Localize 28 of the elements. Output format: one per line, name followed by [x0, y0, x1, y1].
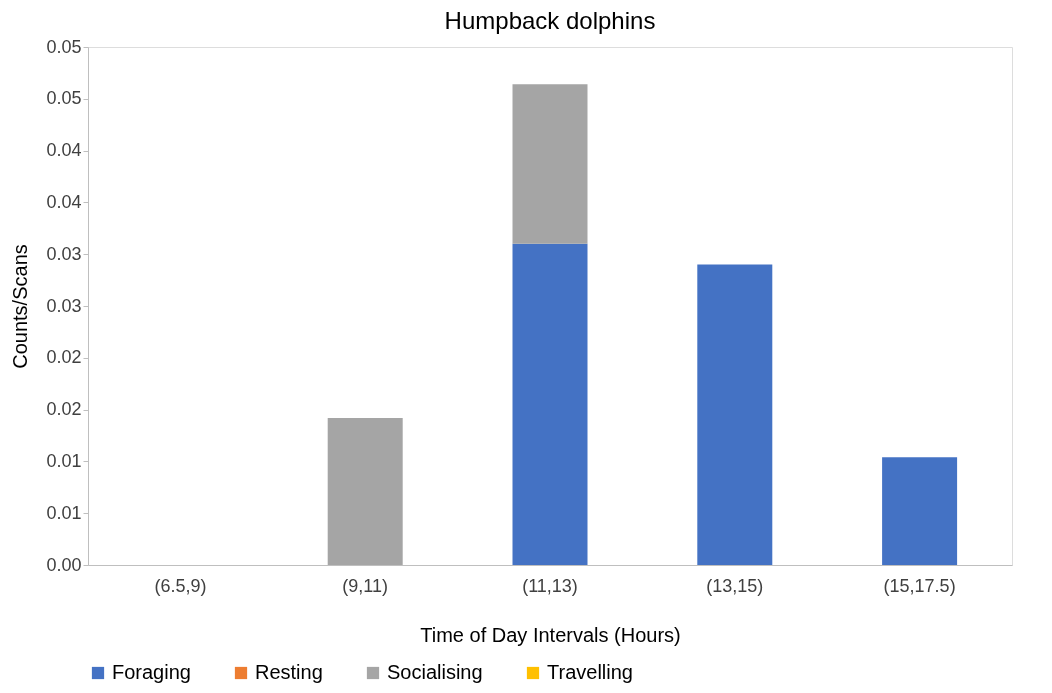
bar [697, 264, 773, 565]
y-tick-label: 0.05 [46, 36, 82, 57]
y-tick-label: 0.04 [46, 140, 82, 161]
y-tick-label: 0.03 [46, 243, 82, 264]
y-tick-label: 0.05 [46, 88, 82, 109]
y-tick-label: 0.02 [46, 399, 82, 420]
legend-label: Socialising [387, 661, 483, 683]
y-tick-label: 0.03 [46, 295, 82, 316]
x-tick-label: (15,17.5) [883, 575, 956, 596]
x-tick-label: (11,13) [522, 575, 578, 596]
x-axis-title: Time of Day Intervals (Hours) [420, 623, 681, 646]
bar [512, 243, 588, 565]
x-tick-label: (6.5,9) [154, 575, 207, 596]
bar [327, 417, 403, 565]
y-tick-label: 0.01 [46, 502, 82, 523]
y-axis-title: Counts/Scans [9, 244, 32, 369]
y-tick-label: 0.01 [46, 450, 82, 471]
y-tick-label: 0.02 [46, 347, 82, 368]
bar [512, 84, 588, 244]
y-tick-label: 0.00 [46, 554, 82, 575]
bar [882, 457, 958, 565]
chart-title: Humpback dolphins [444, 7, 656, 34]
x-tick-label: (13,15) [706, 575, 764, 596]
x-tick-label: (9,11) [342, 575, 389, 596]
legend-label: Foraging [112, 661, 191, 683]
y-tick-label: 0.04 [46, 191, 82, 212]
legend-label: Resting [255, 661, 323, 683]
legend-label: Travelling [547, 661, 633, 683]
